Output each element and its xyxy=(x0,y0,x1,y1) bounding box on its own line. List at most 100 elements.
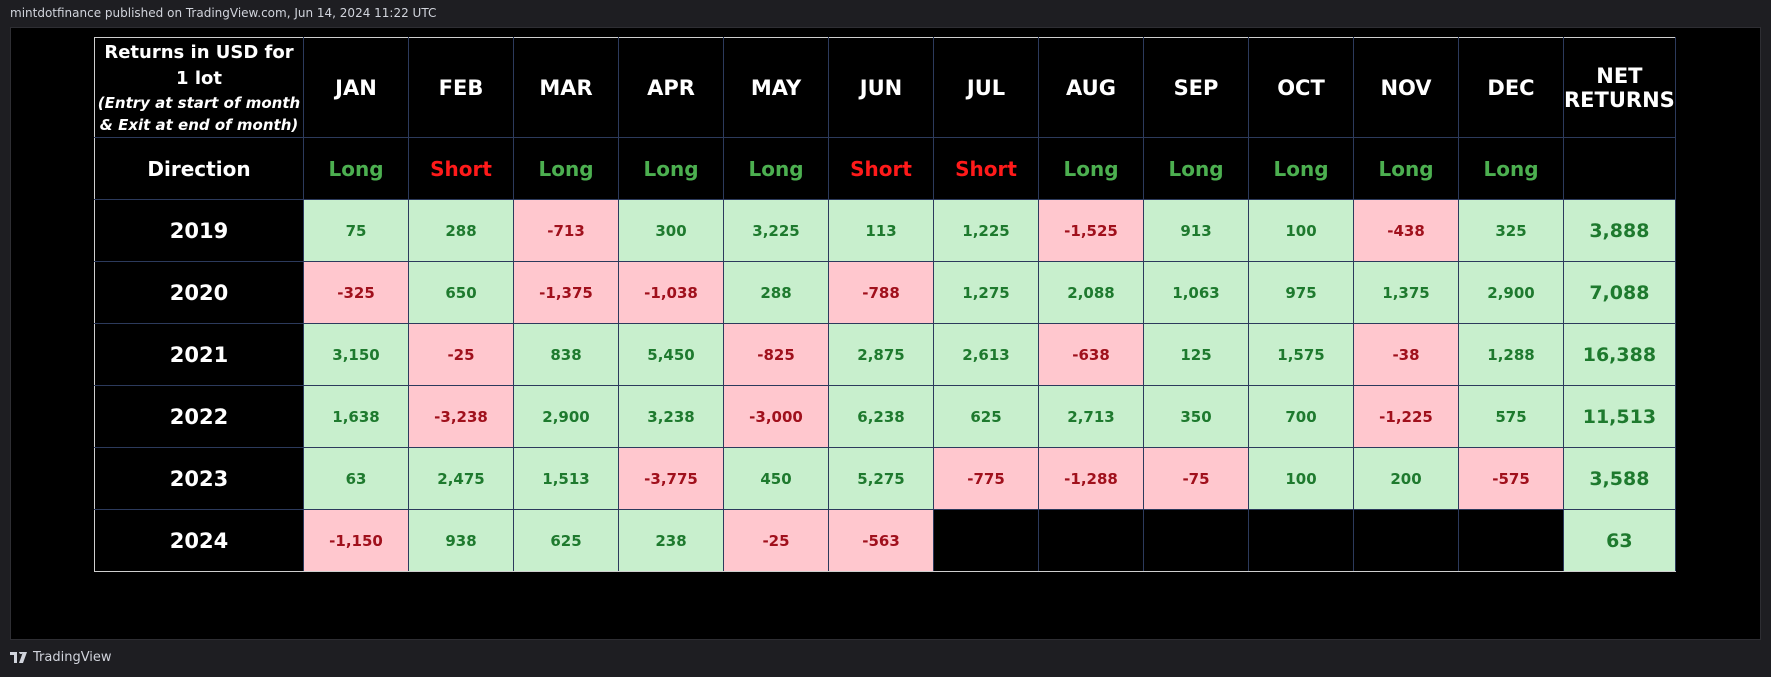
return-cell: 1,638 xyxy=(303,385,409,448)
return-cell: 2,088 xyxy=(1038,261,1144,324)
return-cell: 2,613 xyxy=(933,323,1039,386)
tradingview-logo xyxy=(10,652,27,663)
return-cell: 325 xyxy=(1458,199,1564,262)
direction-cell: Short xyxy=(933,137,1039,200)
return-cell: -3,238 xyxy=(408,385,514,448)
empty-cell xyxy=(1563,137,1676,200)
header-row: Returns in USD for 1 lot (Entry at start … xyxy=(94,37,1676,138)
column-header: SEP xyxy=(1143,37,1249,138)
return-cell: 350 xyxy=(1143,385,1249,448)
column-header: FEB xyxy=(408,37,514,138)
return-cell: -713 xyxy=(513,199,619,262)
return-cell: 1,275 xyxy=(933,261,1039,324)
year-label: 2020 xyxy=(94,261,304,324)
return-cell: -788 xyxy=(828,261,934,324)
return-cell: 3,238 xyxy=(618,385,724,448)
year-row: 2022 1,638 -3,238 2,900 3,238 -3,000 6,238 625 2… xyxy=(94,385,1676,448)
empty-cell xyxy=(1353,509,1459,572)
net-cell: 3,588 xyxy=(1563,447,1676,510)
return-cell: -1,225 xyxy=(1353,385,1459,448)
direction-cell: Long xyxy=(723,137,829,200)
direction-label: Direction xyxy=(94,137,304,200)
return-cell: 125 xyxy=(1143,323,1249,386)
return-cell: -575 xyxy=(1458,447,1564,510)
publisher-header: mintdotfinance published on TradingView.… xyxy=(10,6,437,20)
return-cell: 113 xyxy=(828,199,934,262)
return-cell: 575 xyxy=(1458,385,1564,448)
year-label: 2021 xyxy=(94,323,304,386)
empty-cell xyxy=(933,509,1039,572)
return-cell: -3,775 xyxy=(618,447,724,510)
return-cell: -438 xyxy=(1353,199,1459,262)
return-cell: 1,513 xyxy=(513,447,619,510)
return-cell: 2,900 xyxy=(513,385,619,448)
return-cell: -775 xyxy=(933,447,1039,510)
year-label: 2023 xyxy=(94,447,304,510)
column-header: AUG xyxy=(1038,37,1144,138)
return-cell: 200 xyxy=(1353,447,1459,510)
column-header: APR xyxy=(618,37,724,138)
net-header: NET RETURNS xyxy=(1563,37,1676,138)
return-cell: 63 xyxy=(303,447,409,510)
direction-cell: Long xyxy=(1143,137,1249,200)
return-cell: -825 xyxy=(723,323,829,386)
column-header: JUL xyxy=(933,37,1039,138)
return-cell: 2,475 xyxy=(408,447,514,510)
return-cell: 625 xyxy=(513,509,619,572)
net-cell: 3,888 xyxy=(1563,199,1676,262)
return-cell: -1,038 xyxy=(618,261,724,324)
return-cell: -25 xyxy=(723,509,829,572)
return-cell: -1,288 xyxy=(1038,447,1144,510)
return-cell: 2,875 xyxy=(828,323,934,386)
year-row: 2019 75 288 -713 300 3,225 113 1,225 -1,525 913 10… xyxy=(94,199,1676,262)
direction-cell: Long xyxy=(303,137,409,200)
return-cell: 1,288 xyxy=(1458,323,1564,386)
return-cell: 1,575 xyxy=(1248,323,1354,386)
return-cell: 288 xyxy=(408,199,514,262)
column-header: JUN xyxy=(828,37,934,138)
return-cell: -38 xyxy=(1353,323,1459,386)
net-cell: 11,513 xyxy=(1563,385,1676,448)
column-header: MAR xyxy=(513,37,619,138)
return-cell: 450 xyxy=(723,447,829,510)
column-header: JAN xyxy=(303,37,409,138)
direction-cell: Long xyxy=(1353,137,1459,200)
direction-row: Direction Long Short Long Long Long Short Short… xyxy=(94,137,1676,200)
empty-cell xyxy=(1248,509,1354,572)
corner-title: Returns in USD for 1 lot xyxy=(104,41,294,89)
returns-table: Returns in USD for 1 lot (Entry at start … xyxy=(94,37,1676,572)
net-cell: 16,388 xyxy=(1563,323,1676,386)
year-label: 2019 xyxy=(94,199,304,262)
empty-cell xyxy=(1143,509,1249,572)
direction-cell: Long xyxy=(513,137,619,200)
return-cell: -75 xyxy=(1143,447,1249,510)
column-header: NOV xyxy=(1353,37,1459,138)
year-label: 2022 xyxy=(94,385,304,448)
footer-text: TradingView xyxy=(33,650,112,665)
year-row: 2024 -1,150 938 625 238 -25 -563 63 xyxy=(94,509,1676,572)
return-cell: -1,150 xyxy=(303,509,409,572)
year-label: 2024 xyxy=(94,509,304,572)
return-cell: 938 xyxy=(408,509,514,572)
direction-cell: Long xyxy=(1038,137,1144,200)
return-cell: -638 xyxy=(1038,323,1144,386)
direction-cell: Short xyxy=(828,137,934,200)
return-cell: -3,000 xyxy=(723,385,829,448)
return-cell: 5,450 xyxy=(618,323,724,386)
year-row: 2023 63 2,475 1,513 -3,775 450 5,275 -775 -1,288… xyxy=(94,447,1676,510)
return-cell: 3,150 xyxy=(303,323,409,386)
direction-cell: Long xyxy=(1248,137,1354,200)
column-header: OCT xyxy=(1248,37,1354,138)
return-cell: 300 xyxy=(618,199,724,262)
return-cell: 238 xyxy=(618,509,724,572)
return-cell: 1,225 xyxy=(933,199,1039,262)
return-cell: 6,238 xyxy=(828,385,934,448)
return-cell: 1,375 xyxy=(1353,261,1459,324)
empty-cell xyxy=(1038,509,1144,572)
footer: TradingView xyxy=(10,650,112,665)
return-cell: -563 xyxy=(828,509,934,572)
year-row: 2020 -325 650 -1,375 -1,038 288 -788 1,275 2,088… xyxy=(94,261,1676,324)
column-header: DEC xyxy=(1458,37,1564,138)
return-cell: 1,063 xyxy=(1143,261,1249,324)
